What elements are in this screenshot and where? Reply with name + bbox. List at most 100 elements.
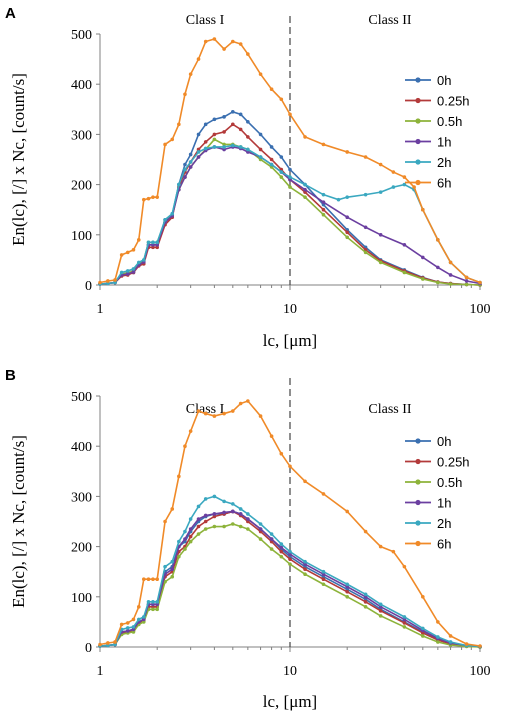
data-point bbox=[303, 182, 307, 187]
data-point bbox=[288, 185, 292, 189]
x-tick-label: 100 bbox=[470, 302, 491, 317]
data-point bbox=[188, 152, 193, 157]
data-point bbox=[436, 640, 440, 644]
y-tick-label: 200 bbox=[71, 179, 92, 194]
data-point bbox=[436, 620, 440, 624]
data-point bbox=[188, 539, 193, 544]
data-point bbox=[246, 135, 250, 139]
data-point bbox=[141, 197, 146, 202]
class-i-label: Class I bbox=[186, 13, 225, 28]
data-point bbox=[321, 212, 326, 217]
y-tick-label: 300 bbox=[71, 128, 92, 143]
series-6h bbox=[98, 37, 482, 285]
data-point bbox=[151, 600, 155, 604]
data-point bbox=[288, 562, 292, 566]
data-point bbox=[303, 564, 307, 569]
legend-label: 2h bbox=[437, 516, 451, 531]
data-point bbox=[363, 250, 368, 255]
chart-panel-a: A 0 100 200 300 400 500 1 10 100 Class I Class II lc… bbox=[5, 5, 491, 350]
data-point bbox=[345, 230, 350, 235]
data-point bbox=[231, 143, 235, 148]
data-point bbox=[151, 195, 155, 199]
data-point bbox=[238, 507, 243, 511]
data-point bbox=[391, 170, 396, 174]
data-point bbox=[170, 211, 175, 216]
data-point bbox=[136, 605, 141, 609]
data-point bbox=[345, 589, 350, 594]
data-point bbox=[402, 617, 407, 622]
legend-swatch-marker bbox=[415, 118, 421, 124]
data-point bbox=[303, 562, 307, 566]
data-point bbox=[448, 640, 453, 644]
data-point bbox=[151, 602, 155, 607]
data-point bbox=[238, 401, 243, 406]
data-point bbox=[188, 534, 193, 539]
data-point bbox=[336, 197, 341, 202]
data-point bbox=[177, 182, 181, 187]
y-tick-label: 400 bbox=[71, 440, 92, 455]
data-point bbox=[258, 155, 263, 159]
data-point bbox=[345, 235, 350, 240]
data-point bbox=[155, 240, 159, 245]
data-point bbox=[155, 245, 159, 250]
data-point bbox=[391, 549, 396, 554]
data-point bbox=[345, 595, 350, 599]
legend-label: 6h bbox=[437, 176, 451, 191]
data-point bbox=[345, 582, 350, 587]
data-point bbox=[436, 238, 440, 242]
data-point bbox=[288, 464, 292, 469]
data-point bbox=[402, 621, 407, 625]
data-point bbox=[141, 258, 146, 262]
data-point bbox=[203, 411, 208, 416]
data-point bbox=[448, 634, 453, 638]
data-point bbox=[196, 517, 201, 521]
data-point bbox=[151, 607, 155, 612]
data-point bbox=[170, 137, 175, 142]
data-point bbox=[421, 634, 425, 638]
data-point bbox=[246, 147, 250, 152]
data-point bbox=[131, 248, 136, 252]
data-point bbox=[136, 260, 141, 265]
data-point bbox=[231, 509, 235, 514]
data-point bbox=[212, 37, 217, 41]
data-point bbox=[258, 72, 263, 76]
data-point bbox=[321, 142, 326, 147]
data-point bbox=[402, 270, 407, 275]
data-point bbox=[212, 145, 217, 149]
data-point bbox=[288, 552, 292, 556]
data-point bbox=[345, 509, 350, 514]
data-point bbox=[222, 524, 226, 529]
data-point bbox=[421, 626, 425, 631]
data-point bbox=[363, 225, 368, 230]
data-point bbox=[303, 479, 307, 484]
data-point bbox=[448, 273, 453, 277]
y-tick-label: 200 bbox=[71, 541, 92, 556]
data-point bbox=[378, 544, 383, 549]
legend-label: 0.25h bbox=[437, 94, 470, 109]
data-point bbox=[183, 547, 187, 551]
data-point bbox=[196, 524, 201, 529]
y-tick-label: 400 bbox=[71, 78, 92, 93]
y-tick-label: 0 bbox=[85, 641, 92, 656]
data-point bbox=[163, 142, 167, 147]
data-point bbox=[203, 519, 208, 524]
data-point bbox=[155, 602, 159, 607]
data-point bbox=[402, 182, 407, 187]
data-point bbox=[279, 554, 284, 559]
data-point bbox=[231, 409, 235, 413]
data-point bbox=[98, 280, 102, 285]
data-point bbox=[222, 145, 226, 149]
data-point bbox=[345, 584, 350, 589]
data-point bbox=[163, 579, 167, 584]
data-point bbox=[345, 215, 350, 220]
data-point bbox=[321, 569, 326, 574]
data-point bbox=[345, 150, 350, 154]
data-point bbox=[279, 175, 284, 179]
data-point bbox=[131, 630, 136, 634]
data-point bbox=[238, 127, 243, 132]
legend-swatch-marker bbox=[415, 138, 421, 145]
data-point bbox=[136, 617, 141, 622]
data-point bbox=[106, 643, 110, 648]
x-axis-title: lc, [μm] bbox=[263, 692, 317, 711]
data-point bbox=[279, 545, 284, 550]
